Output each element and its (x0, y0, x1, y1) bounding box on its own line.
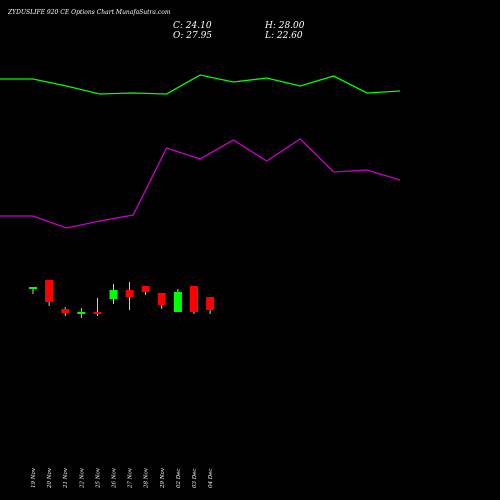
candle-21-nov (61, 307, 70, 316)
magenta-indicator-line (0, 138, 401, 229)
green-indicator-line (0, 74, 401, 95)
candle-body (77, 312, 86, 314)
x-tick-label: 21 Nov (63, 467, 69, 489)
candle-26-nov (109, 284, 118, 304)
x-axis-labels: 19 Nov 20 Nov 21 Nov 22 Nov 25 Nov 26 Nov 27 N… (31, 467, 214, 489)
candle-29-nov (157, 293, 166, 309)
x-tick-label: 02 Dec (176, 469, 182, 489)
chart-title: ZYDUSLIFE 920 CE Options Chart MunafaSut… (7, 9, 171, 16)
x-tick-label: 26 Nov (112, 467, 118, 489)
candle-04-dec (206, 297, 215, 314)
candle-body (29, 287, 37, 289)
candle-25-nov (93, 298, 102, 316)
indicator-lines (0, 74, 401, 229)
high-readout: H: 28.00 (264, 21, 305, 31)
candle-body (93, 312, 102, 314)
candle-02-dec (173, 289, 182, 312)
candle-body (109, 290, 118, 299)
candle-body (173, 292, 182, 312)
x-tick-label: 22 Nov (79, 467, 85, 489)
open-readout: O: 27.95 (173, 31, 212, 41)
x-tick-label: 29 Nov (160, 467, 166, 489)
x-tick-label: 27 Nov (128, 467, 134, 489)
x-tick-label: 03 Dec (192, 469, 198, 489)
candle-27-nov (125, 282, 134, 310)
candles-group (29, 280, 215, 318)
candle-03-dec (190, 286, 198, 314)
candle-body (141, 286, 150, 292)
candle-body (61, 309, 70, 313)
x-tick-label: 25 Nov (95, 467, 101, 489)
candle-20-nov (45, 280, 54, 306)
x-tick-label: 04 Dec (208, 469, 214, 489)
candle-body (45, 280, 54, 302)
x-tick-label: 19 Nov (31, 467, 37, 488)
x-tick-label: 20 Nov (47, 467, 53, 489)
candle-body (157, 293, 166, 305)
candle-28-nov (141, 286, 150, 295)
candle-body (190, 286, 198, 312)
candle-19-nov (29, 287, 37, 294)
candle-22-nov (77, 308, 86, 318)
candle-body (125, 290, 134, 297)
close-readout: C: 24.10 (173, 21, 212, 31)
x-tick-label: 28 Nov (144, 467, 150, 489)
candle-body (206, 297, 215, 310)
low-readout: L: 22.60 (264, 31, 303, 41)
